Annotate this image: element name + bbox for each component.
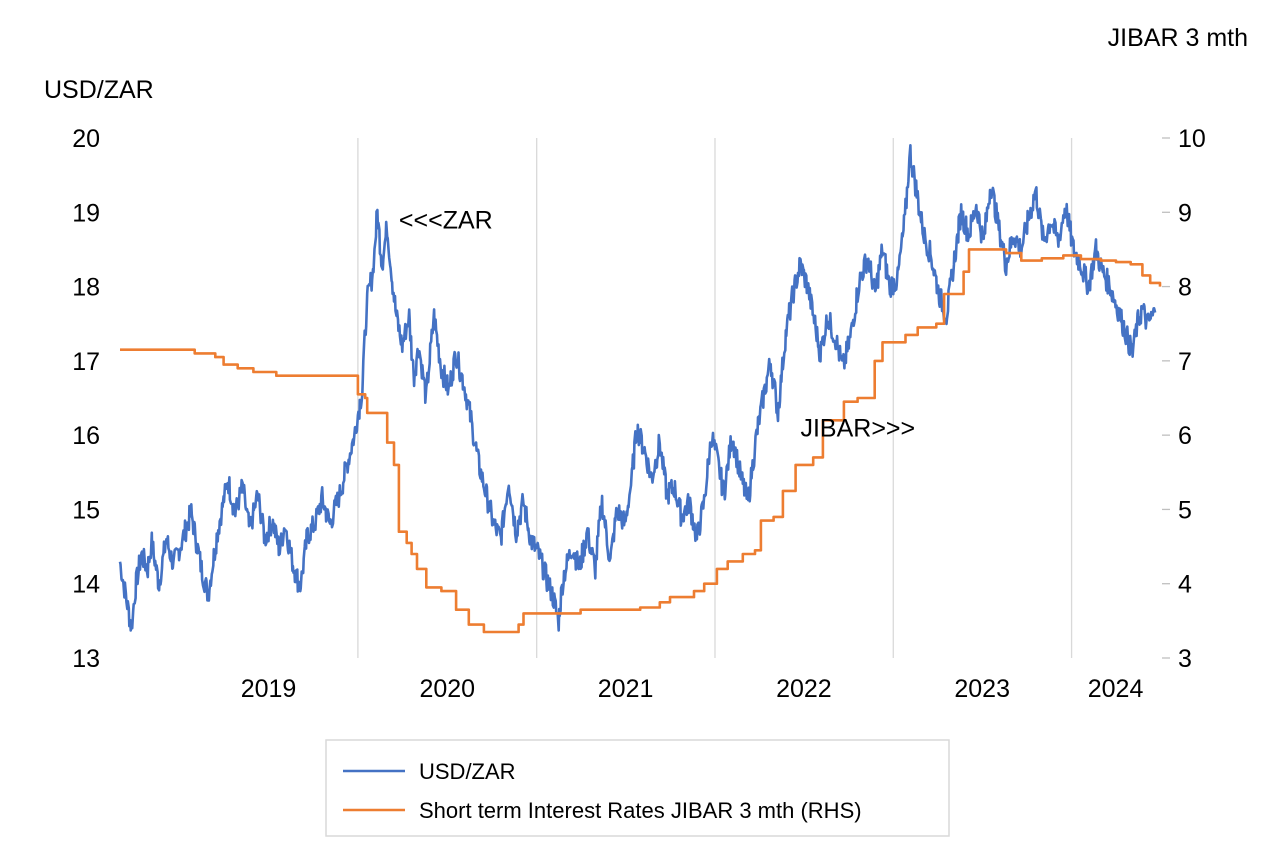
y-left-tick-label-15: 15 xyxy=(72,496,100,524)
y-left-tick-labels: 13 14 15 16 17 18 19 20 xyxy=(72,125,100,673)
x-tick-labels: 2019 2020 2021 2022 2023 2024 xyxy=(241,675,1144,703)
y-right-tick-label-7: 7 xyxy=(1178,348,1192,376)
legend-box xyxy=(325,739,950,837)
annotation-jibar: JIBAR>>> xyxy=(800,415,915,443)
x-tick-label-2019: 2019 xyxy=(241,675,297,703)
y-right-tick-label-4: 4 xyxy=(1178,571,1192,599)
legend-label-usd-zar: USD/ZAR xyxy=(419,759,516,784)
x-tick-label-2020: 2020 xyxy=(419,675,475,703)
y-left-tick-label-20: 20 xyxy=(72,125,100,153)
y-right-tick-label-10: 10 xyxy=(1178,125,1206,153)
y-left-tick-label-14: 14 xyxy=(72,571,100,599)
y-left-tick-label-16: 16 xyxy=(72,422,100,450)
x-tick-label-2022: 2022 xyxy=(776,675,832,703)
annotations: <<<ZAR JIBAR>>> xyxy=(399,207,915,443)
x-tick-label-2024: 2024 xyxy=(1088,675,1144,703)
y-right-axis-title: JIBAR 3 mth xyxy=(1108,24,1248,52)
y-right-tick-label-5: 5 xyxy=(1178,496,1192,524)
x-tick-label-2021: 2021 xyxy=(598,675,654,703)
y-left-tick-label-17: 17 xyxy=(72,348,100,376)
axes: USD/ZAR JIBAR 3 mth 13 14 15 16 17 18 19 20 3 4 5… xyxy=(44,24,1248,703)
y-right-tick-label-3: 3 xyxy=(1178,645,1192,673)
y-right-tick-labels: 3 4 5 6 7 8 9 10 xyxy=(1162,125,1206,673)
series-group xyxy=(118,144,1162,634)
legend-label-jibar: Short term Interest Rates JIBAR 3 mth (R… xyxy=(419,798,862,823)
jibar-series-line xyxy=(120,248,1162,634)
y-left-tick-label-19: 19 xyxy=(72,199,100,227)
y-left-tick-label-18: 18 xyxy=(72,274,100,302)
usd-zar-series-line xyxy=(118,144,1157,632)
y-right-tick-label-8: 8 xyxy=(1178,274,1192,302)
annotation-zar: <<<ZAR xyxy=(399,207,493,235)
x-tick-label-2023: 2023 xyxy=(954,675,1010,703)
y-right-tick-label-6: 6 xyxy=(1178,422,1192,450)
legend: USD/ZAR Short term Interest Rates JIBAR … xyxy=(325,739,950,837)
y-left-tick-label-13: 13 xyxy=(72,645,100,673)
y-left-axis-title: USD/ZAR xyxy=(44,76,154,104)
y-right-tick-label-9: 9 xyxy=(1178,199,1192,227)
